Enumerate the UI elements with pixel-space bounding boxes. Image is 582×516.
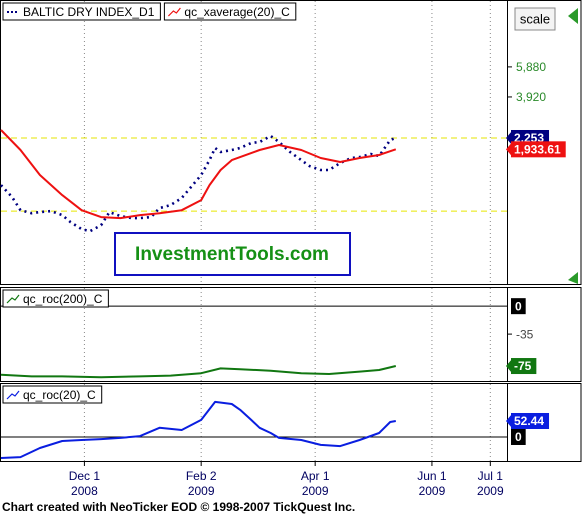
value-box [511, 412, 550, 429]
legend-box [163, 2, 297, 21]
scroll-arrow [568, 8, 578, 24]
x-tick-label: Dec 1 [69, 469, 101, 483]
x-tick-label: Jun 1 [417, 469, 447, 483]
series-line [0, 400, 396, 459]
x-tick-year: 2009 [188, 484, 215, 498]
zero-box [511, 428, 526, 445]
x-tick-label: Feb 2 [186, 469, 217, 483]
zero-box [511, 298, 526, 315]
scroll-arrow [568, 272, 578, 284]
series-line [0, 129, 397, 220]
legend-label: qc_roc(200)_C [23, 292, 103, 306]
value-box [511, 358, 537, 375]
y-tick-label: 0 [515, 430, 522, 444]
scale-button[interactable] [514, 7, 556, 31]
value-label: 1,933.61 [514, 142, 561, 156]
y-tick-label: 3,920 [516, 90, 546, 104]
value-box-pointer [506, 359, 512, 374]
y-tick-label: -35 [516, 327, 534, 341]
value-label: 52.44 [514, 414, 544, 428]
x-tick-year: 2009 [419, 484, 446, 498]
x-tick-label: Jul 1 [478, 469, 504, 483]
legend-box [2, 2, 161, 21]
watermark-box [114, 232, 351, 276]
x-tick-year: 2008 [71, 484, 98, 498]
series-line [0, 134, 397, 233]
legend-box [2, 385, 103, 404]
legend-icon [167, 7, 181, 17]
x-tick-year: 2009 [302, 484, 329, 498]
x-tick-year: 2009 [477, 484, 504, 498]
legend-icon [6, 390, 20, 400]
value-box-pointer [506, 413, 512, 428]
watermark: InvestmentTools.com [135, 244, 329, 265]
footer: Chart created with NeoTicker EOD © 1998-… [2, 500, 355, 514]
legend-icon [6, 294, 20, 304]
value-box [511, 141, 566, 158]
value-label: -75 [514, 359, 532, 373]
legend-label: qc_xaverage(20)_C [184, 5, 290, 19]
legend-label: BALTIC DRY INDEX_D1 [23, 5, 155, 19]
scale-button-label[interactable]: scale [520, 11, 550, 26]
value-box-pointer [506, 130, 512, 145]
x-tick-label: Apr 1 [301, 469, 330, 483]
value-box-pointer [506, 142, 512, 157]
y-tick-label: 0 [515, 299, 522, 313]
legend-box [2, 289, 109, 308]
legend-label: qc_roc(20)_C [23, 388, 96, 402]
y-tick-label: 5,880 [516, 60, 546, 74]
series-line [0, 365, 397, 379]
